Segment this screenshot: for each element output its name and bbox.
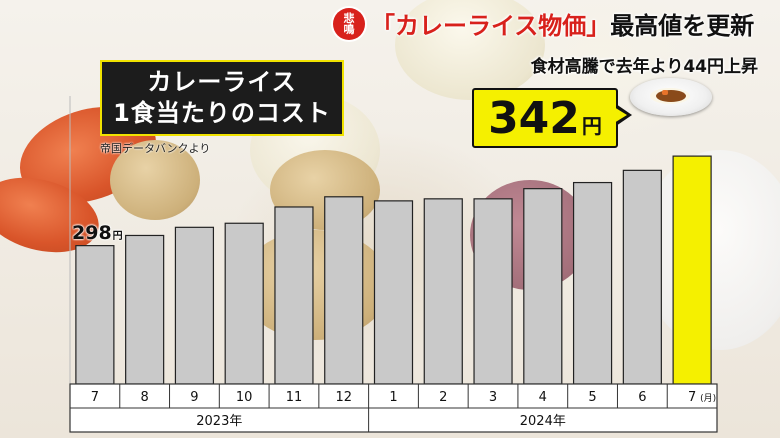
x-tick-label: 2 bbox=[439, 390, 447, 405]
x-tick-label: 10 bbox=[236, 390, 253, 405]
curry-plate-icon bbox=[630, 78, 712, 116]
x-tick-label: 6 bbox=[638, 390, 646, 405]
callout-value: 342 bbox=[488, 93, 580, 144]
year-group-label: 2023年 bbox=[196, 414, 242, 429]
category-tag: 悲 鳴 bbox=[333, 7, 365, 40]
first-value-label: 298円 bbox=[72, 222, 123, 244]
bar bbox=[473, 198, 513, 385]
latest-value-callout: 342 円 bbox=[472, 88, 618, 148]
bar bbox=[622, 169, 662, 385]
headline-text: 「カレーライス物価」最高値を更新 bbox=[371, 6, 754, 41]
bar bbox=[274, 206, 314, 385]
potato-image bbox=[110, 140, 200, 220]
chart-title-line-2: 1食当たりのコスト bbox=[113, 99, 331, 127]
x-tick-label: 4 bbox=[539, 390, 547, 405]
bar-highlight bbox=[672, 155, 712, 385]
bar bbox=[224, 222, 264, 385]
bar bbox=[174, 226, 215, 385]
bar bbox=[373, 200, 414, 385]
x-unit-label: (月) bbox=[700, 393, 716, 404]
x-tick-label: 9 bbox=[190, 390, 198, 405]
headline-quote: 「カレーライス物価」 bbox=[371, 12, 611, 40]
callout-unit: 円 bbox=[581, 114, 602, 138]
x-tick-label: 7 bbox=[688, 390, 696, 405]
subheadline: 食材高騰で去年より44円上昇 bbox=[530, 57, 758, 77]
x-tick-label: 8 bbox=[141, 390, 149, 405]
x-tick-label: 3 bbox=[489, 390, 497, 405]
chart-title-box: カレーライス 1食当たりのコスト bbox=[100, 60, 344, 136]
year-group-label: 2024年 bbox=[520, 414, 566, 429]
x-tick-label: 12 bbox=[335, 390, 352, 405]
x-tick-label: 7 bbox=[91, 390, 99, 405]
bar bbox=[125, 234, 165, 385]
potato-image-3 bbox=[240, 230, 390, 340]
bar bbox=[423, 198, 463, 385]
bar bbox=[75, 245, 115, 385]
x-tick-label: 1 bbox=[389, 390, 397, 405]
tag-line-2: 鳴 bbox=[343, 22, 355, 36]
bar bbox=[572, 181, 613, 385]
chart-title-line-1: カレーライス bbox=[147, 68, 297, 96]
first-value-number: 298 bbox=[72, 222, 112, 244]
x-tick-label: 5 bbox=[588, 390, 596, 405]
source-note: 帝国データバンクより bbox=[100, 142, 211, 155]
carrot-bit-shape bbox=[662, 90, 668, 95]
curry-shape bbox=[656, 90, 686, 102]
onion-image bbox=[395, 0, 545, 100]
x-tick-label: 11 bbox=[286, 390, 303, 405]
bar bbox=[523, 188, 563, 385]
first-value-unit: 円 bbox=[112, 231, 123, 242]
headline-rest: 最高値を更新 bbox=[610, 12, 755, 40]
bar bbox=[324, 196, 364, 385]
tag-line-1: 悲 bbox=[343, 11, 355, 25]
headline: 悲 鳴 「カレーライス物価」最高値を更新 bbox=[333, 6, 754, 41]
callout-pointer-fill bbox=[614, 107, 627, 123]
